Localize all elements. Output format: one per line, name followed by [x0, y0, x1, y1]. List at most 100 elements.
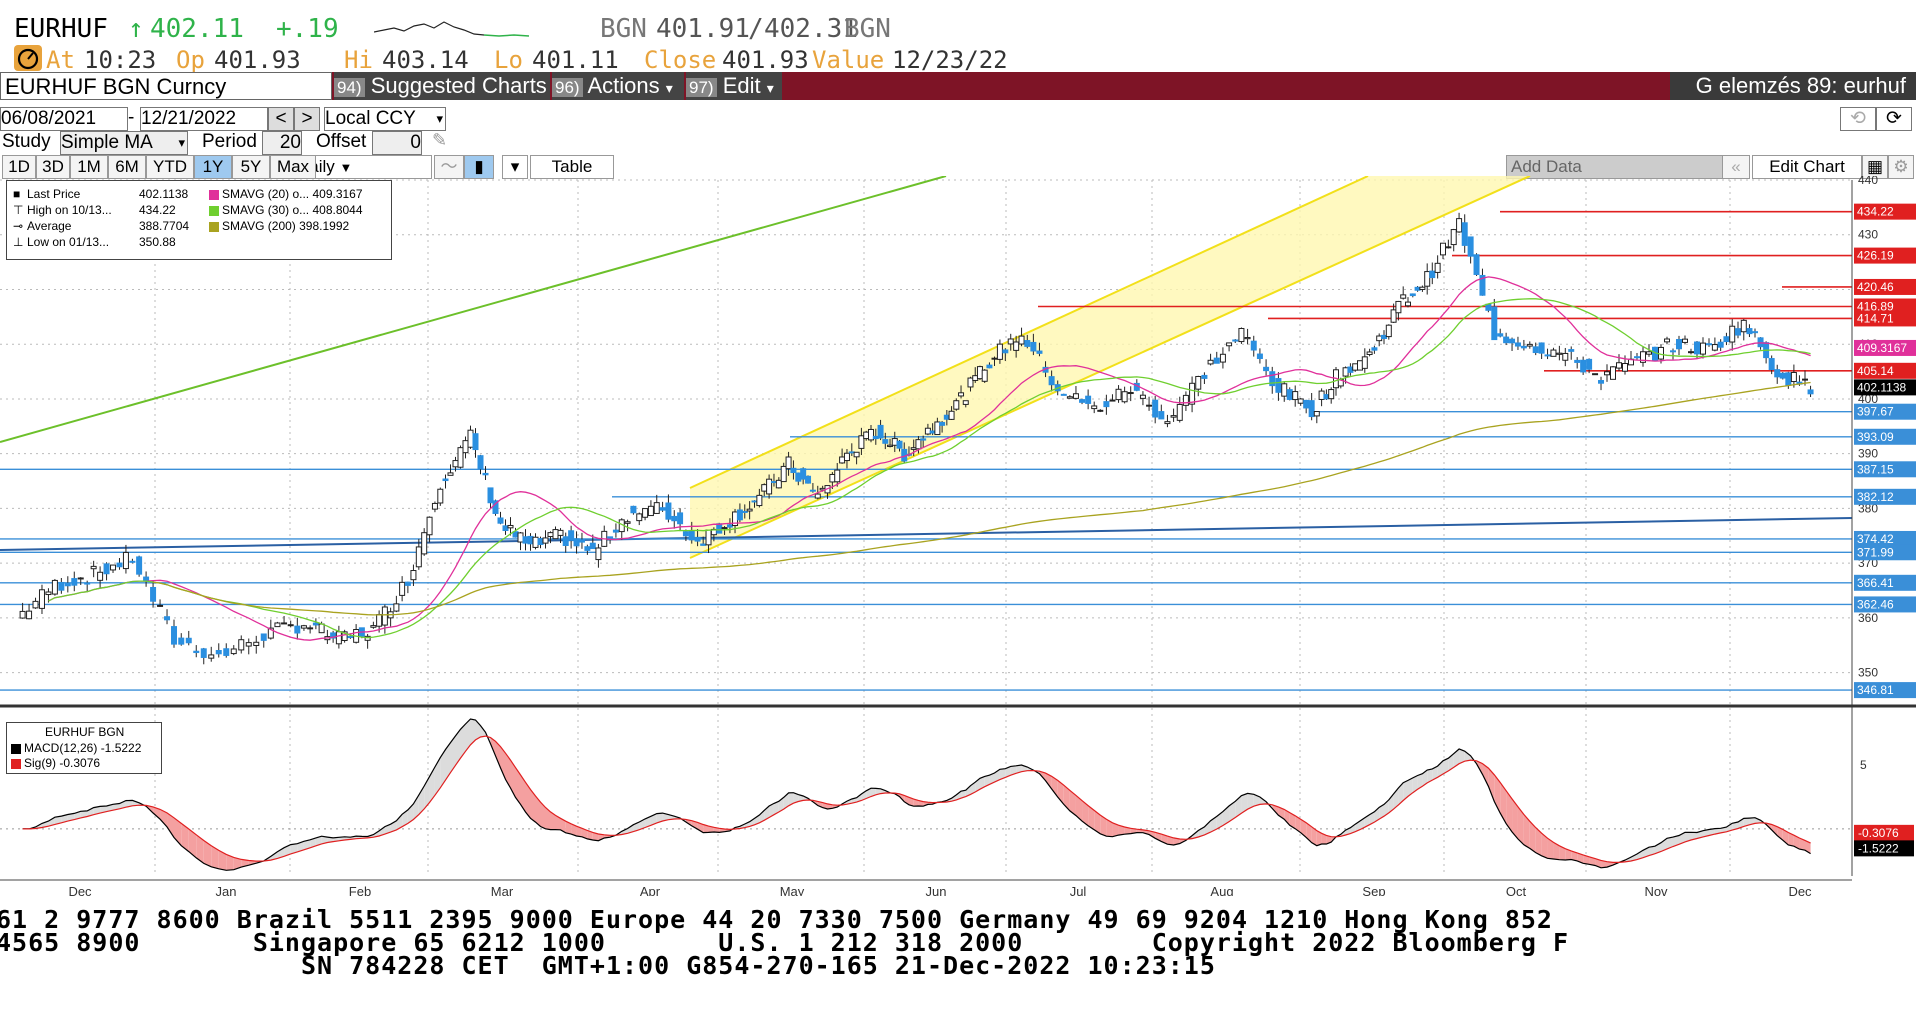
study-select[interactable]: Simple MA ▾ — [60, 131, 188, 155]
chart-type-caret-icon[interactable]: ▾ — [502, 155, 528, 179]
candle-down — [1371, 347, 1378, 351]
candle-down — [795, 472, 802, 482]
price-axis-badge-label: 420.46 — [1857, 280, 1894, 294]
candle-down — [568, 530, 575, 541]
range-button-max[interactable]: Max — [270, 155, 316, 179]
candle-down — [1652, 346, 1658, 362]
macd-fill-positive — [979, 776, 985, 790]
pencil-icon[interactable]: ✎ — [432, 130, 448, 150]
candle-up — [1013, 341, 1020, 351]
table-button[interactable]: Table — [530, 155, 614, 179]
candle-up — [467, 429, 474, 448]
month-tick-label: Feb — [349, 884, 371, 896]
range-button-1m[interactable]: 1M — [70, 155, 108, 179]
candle-up — [45, 591, 52, 596]
candle-up — [1318, 390, 1325, 400]
candle-up — [1146, 404, 1153, 407]
candle-down — [330, 632, 337, 639]
range-button-1d[interactable]: 1D — [2, 155, 36, 179]
candle-up — [1182, 394, 1189, 406]
legend-price-value: 388.7704 — [139, 219, 190, 233]
macd-fill-positive — [1398, 782, 1404, 805]
legend-price-label: High on 10/13... — [27, 203, 112, 217]
chart-settings-icon[interactable]: ▦ — [1862, 155, 1888, 179]
currency-select[interactable]: Local CCY ▾ — [324, 107, 446, 131]
prev-period-button[interactable]: < — [268, 107, 294, 131]
add-data-input[interactable]: Add Data — [1506, 155, 1724, 179]
candle-down — [1303, 399, 1310, 409]
candle-down — [1752, 331, 1758, 334]
macd-fill-positive — [1010, 765, 1017, 776]
price-tick-label: 400 — [1858, 392, 1878, 406]
candle-up — [421, 532, 428, 555]
macd-fill-negative — [1482, 763, 1489, 787]
price-tick-label: 350 — [1858, 666, 1878, 680]
candle-down — [1085, 395, 1092, 404]
actions-menu-button[interactable]: 96) Actions ▾ — [552, 72, 684, 100]
price-chart[interactable]: 350360370380390400410420430440434.22426.… — [0, 176, 1916, 896]
macd-fill-negative — [1118, 825, 1125, 836]
macd-fill-negative — [1289, 812, 1296, 829]
macd-fill-positive — [327, 837, 334, 843]
macd-fill-negative — [1167, 836, 1174, 846]
candle-up — [97, 571, 104, 581]
candle-up — [887, 444, 894, 447]
actions-label: Actions — [587, 73, 660, 98]
security-input[interactable]: EURHUF BGN Curncy — [0, 72, 332, 100]
undo-icon[interactable]: ⟲ — [1840, 107, 1876, 131]
macd-fill-positive — [1448, 753, 1454, 771]
macd-fill-positive — [662, 813, 669, 821]
candle-up — [77, 577, 84, 580]
end-date-input[interactable]: 12/21/2022 — [140, 107, 268, 131]
macd-fill-negative — [1589, 856, 1596, 866]
candle-up — [1400, 294, 1407, 299]
quote-time: 10:23 — [84, 46, 157, 74]
range-button-3d[interactable]: 3D — [36, 155, 70, 179]
price-axis-badge — [1854, 362, 1916, 379]
candle-down — [1586, 358, 1593, 370]
period-input[interactable]: 20 — [262, 131, 302, 155]
range-button-1y[interactable]: 1Y — [194, 155, 232, 179]
candle-up — [287, 624, 294, 627]
price-axis-badge-label: 393.09 — [1857, 430, 1894, 444]
collapse-left-icon[interactable]: « — [1722, 155, 1750, 179]
macd-fill-positive — [440, 749, 446, 788]
macd-fill-negative — [1517, 806, 1524, 845]
candle-down — [492, 500, 499, 514]
quote-source-2: BGN — [844, 14, 891, 44]
candle-up — [863, 431, 870, 440]
candle-up — [653, 502, 660, 514]
next-period-button[interactable]: > — [294, 107, 320, 131]
edit-chart-button[interactable]: Edit Chart — [1752, 155, 1862, 179]
candle-up — [547, 532, 554, 538]
candle-up — [853, 451, 860, 458]
gear-icon[interactable]: ⚙ — [1888, 155, 1914, 179]
candle-up — [839, 456, 846, 464]
start-date-input[interactable]: 06/08/2021 — [0, 107, 128, 131]
range-button-6m[interactable]: 6M — [108, 155, 146, 179]
line-chart-icon[interactable]: 〜 — [434, 155, 464, 179]
macd-fill-negative — [691, 820, 698, 830]
macd-fill-negative — [1607, 861, 1613, 868]
range-button-5y[interactable]: 5Y — [232, 155, 270, 179]
macd-fill-positive — [856, 793, 862, 803]
edit-menu-button[interactable]: 97) Edit ▾ — [686, 72, 782, 100]
candle-down — [1381, 334, 1387, 339]
candle-up — [281, 622, 288, 625]
redo-icon[interactable]: ⟳ — [1876, 107, 1912, 131]
suggested-charts-label: Suggested Charts — [370, 73, 547, 98]
macd-fill-negative — [1583, 854, 1590, 865]
macd-fill-negative — [495, 741, 501, 768]
candle-down — [726, 524, 733, 528]
candle-down — [688, 530, 695, 541]
offset-input[interactable]: 0 — [372, 131, 422, 155]
gauge-icon[interactable] — [14, 45, 42, 71]
candle-chart-icon[interactable]: ▮ — [464, 155, 494, 179]
range-button-ytd[interactable]: YTD — [146, 155, 194, 179]
macd-fill-negative — [1771, 824, 1778, 836]
macd-fill-positive — [379, 826, 385, 836]
macd-fill-negative — [1088, 805, 1095, 830]
macd-legend-title: EURHUF BGN — [45, 725, 125, 739]
suggested-charts-button[interactable]: 94) Suggested Charts — [334, 72, 550, 100]
price-axis-badge — [1854, 379, 1916, 396]
